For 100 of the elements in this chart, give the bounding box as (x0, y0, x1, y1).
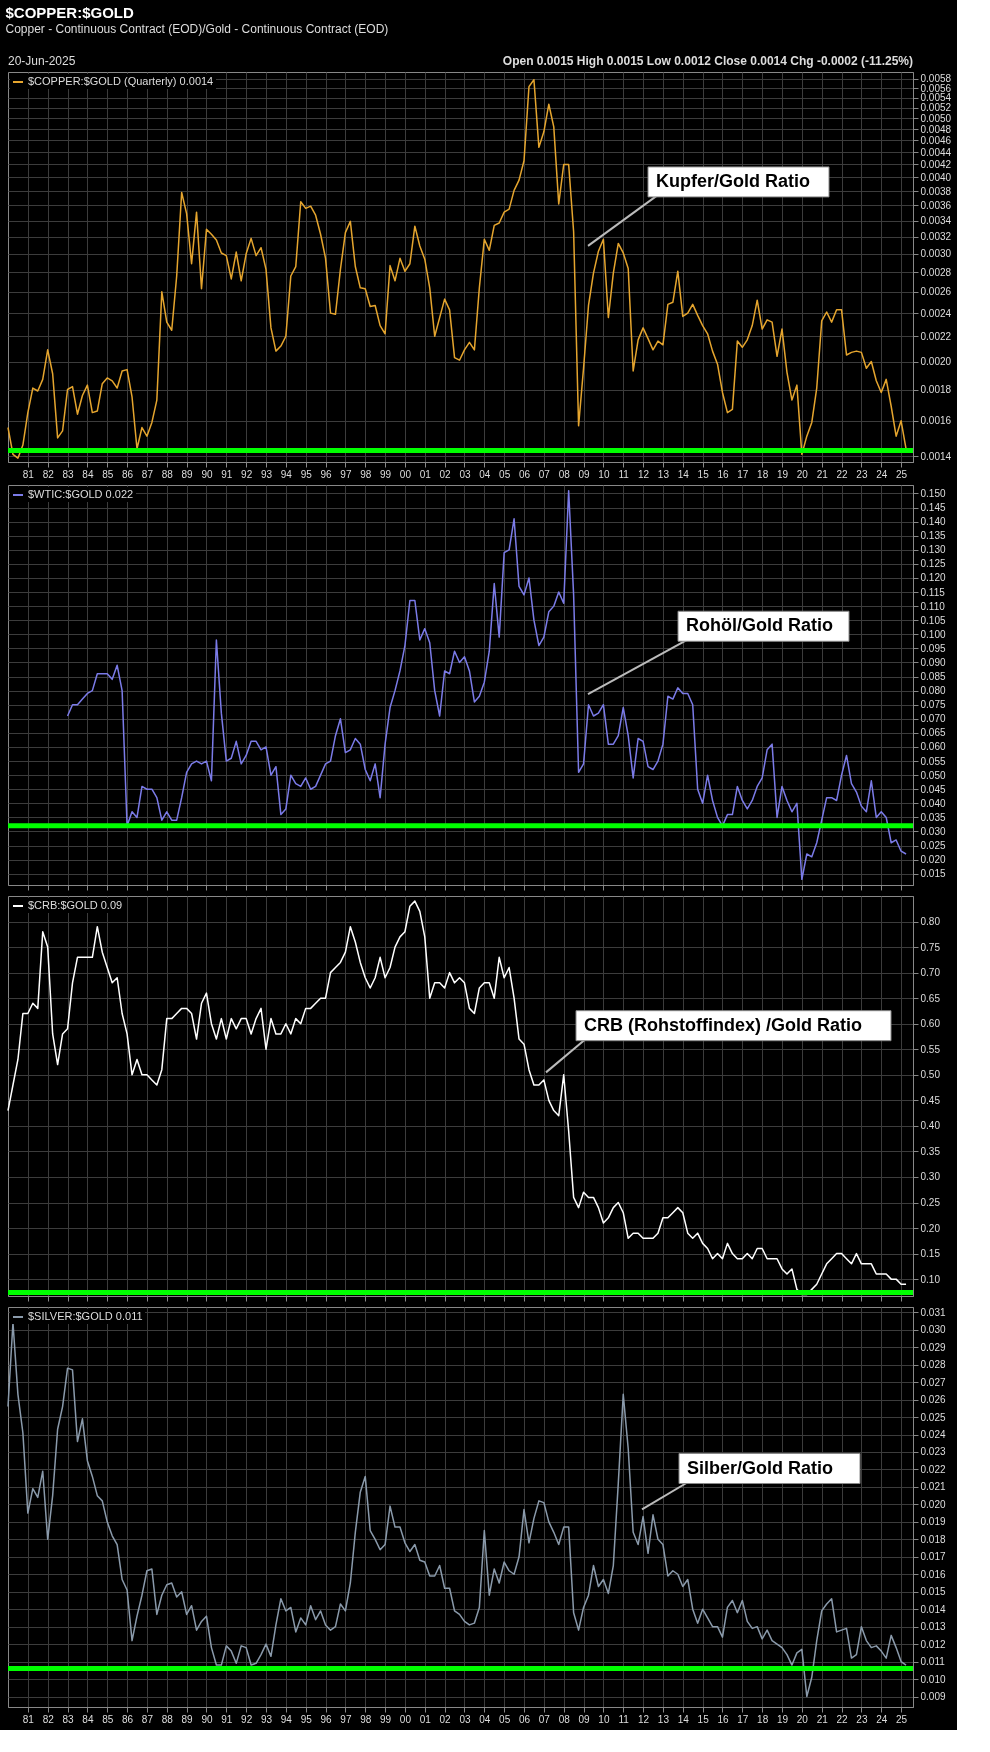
x-tick-label: 24 (876, 1713, 888, 1725)
x-tick-label: 19 (776, 1713, 789, 1725)
y-tick-label: 0.085 (920, 671, 946, 683)
y-tick-label: 0.75 (920, 941, 941, 953)
y-tick-label: 0.055 (920, 755, 946, 767)
y-tick-label: 0.15 (920, 1248, 941, 1260)
x-tick-label: 18 (757, 1713, 769, 1725)
y-tick-label: 0.0056 (920, 82, 952, 94)
x-tick-label: 92 (241, 468, 253, 480)
y-tick-label: 0.040 (920, 797, 946, 809)
x-tick-label: 97 (340, 1713, 352, 1725)
y-tick-label: 0.024 (920, 1429, 946, 1441)
x-tick-label: 17 (737, 1713, 749, 1725)
y-tick-label: 0.0042 (920, 159, 952, 170)
y-tick-label: 0.80 (920, 916, 941, 928)
y-tick-label: 0.012 (920, 1638, 946, 1650)
x-tick-label: 88 (161, 468, 174, 480)
chart-title: $COPPER:$GOLD (5, 4, 135, 21)
legend-label: $SILVER:$GOLD 0.011 (28, 1310, 143, 1322)
x-tick-label: 16 (717, 1713, 729, 1725)
line-series (7, 78, 907, 459)
y-tick-label: 0.0030 (920, 248, 952, 260)
y-tick-label: 0.0050 (920, 112, 952, 124)
x-tick-label: 88 (161, 1713, 174, 1725)
y-tick-label: 0.0040 (920, 171, 952, 183)
x-tick-label: 90 (201, 468, 213, 480)
x-tick-label: 19 (776, 468, 789, 480)
chart-subtitle: Copper - Continuous Contract (EOD)/Gold - Continuous Contract (EOD) (5, 22, 389, 36)
y-tick-label: 0.110 (920, 600, 946, 612)
x-tick-label: 24 (876, 468, 888, 480)
x-tick-label: 22 (836, 1713, 849, 1725)
y-tick-label: 0.019 (920, 1516, 946, 1528)
annotation: Silber/Gold Ratio (687, 1457, 834, 1478)
x-tick-label: 04 (479, 468, 491, 480)
x-tick-label: 85 (102, 468, 114, 480)
x-tick-label: 95 (300, 468, 313, 480)
x-tick-label: 16 (717, 468, 729, 480)
x-tick-label: 21 (816, 468, 829, 480)
x-tick-label: 95 (300, 1713, 313, 1725)
x-tick-label: 82 (42, 468, 55, 480)
x-tick-label: 11 (618, 1713, 630, 1725)
y-tick-label: 0.090 (920, 656, 946, 668)
y-tick-label: 0.025 (920, 840, 946, 852)
x-tick-label: 15 (697, 1713, 710, 1725)
x-tick-label: 04 (479, 1713, 491, 1725)
y-tick-label: 0.70 (920, 967, 941, 979)
x-tick-label: 91 (221, 468, 233, 480)
y-tick-label: 0.030 (920, 1324, 946, 1336)
x-tick-label: 21 (816, 1713, 829, 1725)
y-tick-label: 0.145 (920, 502, 946, 514)
y-tick-label: 0.50 (920, 1069, 941, 1081)
x-tick-label: 81 (22, 1713, 35, 1725)
y-tick-label: 0.0058 (920, 73, 952, 85)
x-tick-label: 12 (638, 1713, 650, 1725)
x-tick-label: 89 (181, 468, 194, 480)
y-tick-label: 0.035 (920, 811, 946, 823)
y-tick-label: 0.017 (920, 1551, 946, 1563)
y-tick-label: 0.10 (920, 1273, 941, 1285)
y-tick-label: 0.0044 (920, 146, 952, 158)
x-tick-label: 96 (320, 468, 333, 480)
x-tick-label: 07 (538, 1713, 551, 1725)
x-tick-label: 99 (380, 468, 392, 480)
y-tick-label: 0.060 (920, 741, 946, 753)
x-tick-label: 07 (538, 468, 551, 480)
x-tick-label: 09 (578, 468, 591, 480)
x-tick-label: 84 (82, 1713, 94, 1725)
x-tick-label: 90 (201, 1713, 213, 1725)
x-tick-label: 23 (856, 1713, 868, 1725)
x-tick-label: 00 (399, 1713, 412, 1725)
x-tick-label: 94 (280, 468, 293, 480)
y-tick-label: 0.0054 (920, 92, 952, 104)
annotation: Rohöl/Gold Ratio (686, 615, 833, 636)
y-tick-label: 0.55 (920, 1043, 941, 1055)
x-tick-label: 00 (399, 468, 412, 480)
y-tick-label: 0.135 (920, 530, 946, 542)
y-tick-label: 0.070 (920, 713, 946, 725)
y-tick-label: 0.0018 (920, 384, 952, 396)
x-tick-label: 13 (657, 1713, 670, 1725)
y-tick-label: 0.140 (920, 516, 946, 528)
y-tick-label: 0.120 (920, 572, 946, 584)
y-tick-label: 0.115 (920, 586, 946, 598)
y-tick-label: 0.025 (920, 1411, 946, 1423)
x-tick-label: 20 (796, 468, 809, 480)
x-tick-label: 81 (22, 468, 35, 480)
y-tick-label: 0.105 (920, 614, 946, 626)
x-tick-label: 98 (360, 1713, 372, 1725)
y-tick-label: 0.25 (920, 1197, 941, 1209)
y-tick-label: 0.021 (920, 1481, 946, 1493)
y-tick-label: 0.027 (920, 1376, 946, 1388)
x-tick-label: 03 (459, 1713, 471, 1725)
x-tick-label: 89 (181, 1713, 194, 1725)
y-tick-label: 0.022 (920, 1463, 946, 1475)
y-tick-label: 0.0038 (920, 185, 952, 197)
text: 20-Jun-2025 (8, 54, 76, 68)
y-tick-label: 0.009 (920, 1691, 946, 1703)
x-tick-label: 94 (280, 1713, 293, 1725)
y-tick-label: 0.015 (920, 1586, 946, 1598)
x-tick-label: 23 (856, 468, 868, 480)
x-tick-label: 10 (598, 468, 610, 480)
y-tick-label: 0.013 (920, 1621, 946, 1633)
